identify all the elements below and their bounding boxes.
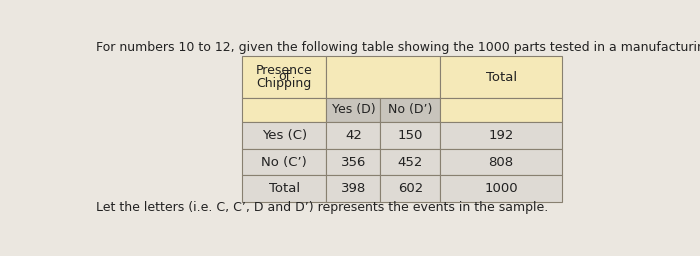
Text: For numbers 10 to 12, given the following table showing the 1000 parts tested in: For numbers 10 to 12, given the followin… <box>96 41 700 54</box>
Text: 602: 602 <box>398 182 423 195</box>
Text: 192: 192 <box>489 129 514 142</box>
Text: 42: 42 <box>345 129 362 142</box>
Text: Yes (C): Yes (C) <box>262 129 307 142</box>
Text: Total: Total <box>269 182 300 195</box>
Text: 1000: 1000 <box>484 182 518 195</box>
Text: Chipping: Chipping <box>256 77 312 90</box>
Bar <box>440 149 562 175</box>
Bar <box>380 149 440 175</box>
Bar <box>242 122 326 149</box>
Bar <box>440 98 562 122</box>
Bar <box>440 56 562 98</box>
Text: Let the letters (i.e. C, C’, D and D’) represents the events in the sample.: Let the letters (i.e. C, C’, D and D’) r… <box>96 201 548 214</box>
Text: 808: 808 <box>489 156 514 169</box>
Bar <box>326 98 380 122</box>
Bar <box>440 175 562 202</box>
Text: 356: 356 <box>341 156 366 169</box>
Text: No (D’): No (D’) <box>388 103 433 116</box>
Text: Total: Total <box>486 71 517 84</box>
Text: 398: 398 <box>341 182 366 195</box>
Text: 452: 452 <box>398 156 423 169</box>
Bar <box>242 149 326 175</box>
Bar <box>380 122 440 149</box>
Bar <box>380 175 440 202</box>
Text: 150: 150 <box>398 129 423 142</box>
Bar <box>380 98 440 122</box>
Bar <box>326 175 380 202</box>
Bar <box>242 175 326 202</box>
Bar <box>326 149 380 175</box>
Text: Yes (D): Yes (D) <box>332 103 375 116</box>
Bar <box>326 122 380 149</box>
Text: of: of <box>278 70 290 83</box>
Bar <box>242 56 326 98</box>
Text: Presence: Presence <box>256 64 312 77</box>
Bar <box>326 56 440 98</box>
Text: No (C’): No (C’) <box>261 156 307 169</box>
Bar <box>242 98 326 122</box>
Bar <box>440 122 562 149</box>
